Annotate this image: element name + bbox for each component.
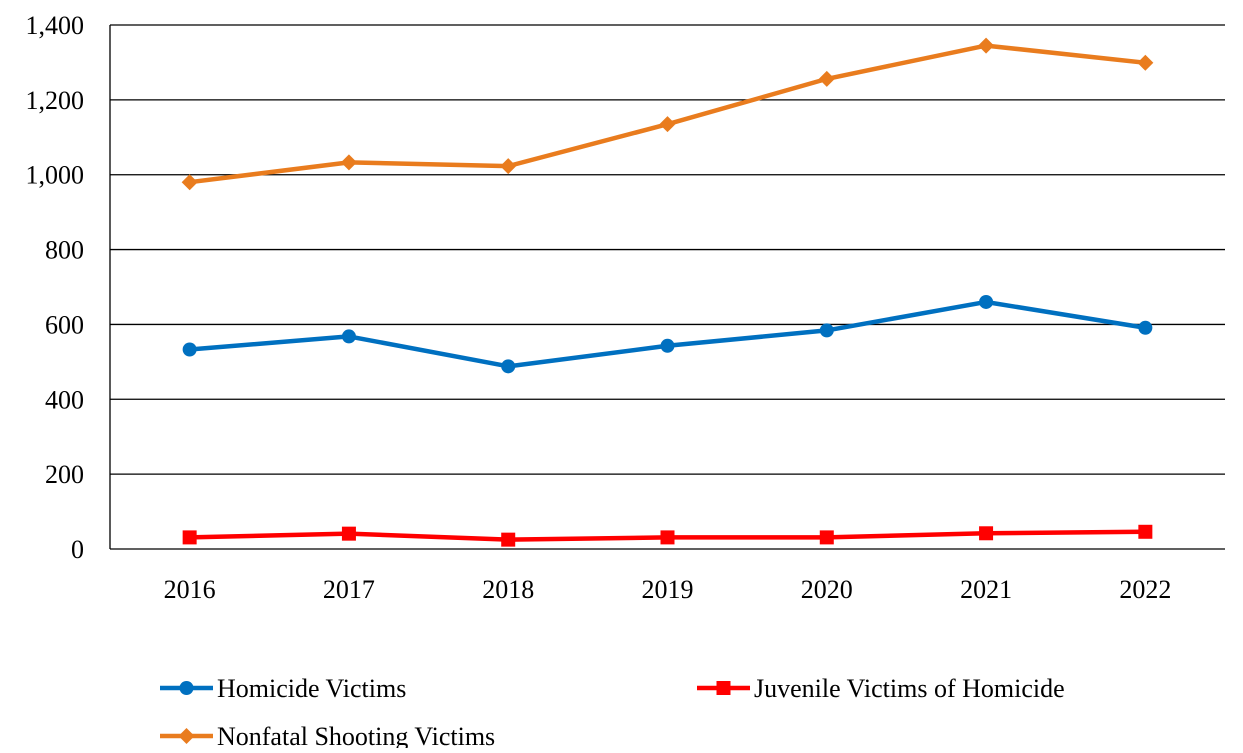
x-tick-label: 2016 [164, 575, 216, 604]
y-tick-labels: 0 200 400 600 800 1,000 1,200 1,400 [26, 11, 85, 564]
data-point [501, 532, 516, 547]
x-tick-label: 2022 [1119, 575, 1171, 604]
legend-label: Nonfatal Shooting Victims [217, 722, 495, 748]
x-tick-label: 2021 [960, 575, 1012, 604]
y-tick-label: 800 [45, 236, 84, 265]
legend-marker [178, 728, 195, 744]
y-tick-label: 1,400 [26, 11, 85, 40]
y-tick-label: 1,000 [26, 161, 85, 190]
y-tick-label: 400 [45, 385, 84, 414]
legend-item: Juvenile Victims of Homicide [697, 674, 1065, 703]
data-point [500, 158, 517, 175]
data-point [660, 530, 675, 545]
data-point [1138, 320, 1153, 335]
data-point [660, 338, 675, 353]
y-tick-label: 200 [45, 460, 84, 489]
data-point [341, 526, 356, 541]
data-point [978, 37, 995, 54]
y-tick-label: 600 [45, 310, 84, 339]
legend-marker [179, 681, 194, 695]
series-nonfatal-shooting-victims [181, 37, 1154, 191]
data-point [819, 530, 834, 545]
series-lines [181, 37, 1154, 547]
data-point [182, 342, 197, 357]
data-point [979, 526, 994, 541]
data-point [1137, 54, 1154, 71]
series-line-homicide-victims [187, 299, 1148, 369]
legend-item: Nonfatal Shooting Victims [160, 722, 495, 751]
x-tick-labels: 2016 2017 2018 2019 2020 2021 2022 [164, 575, 1172, 604]
gridlines [110, 24, 1225, 475]
data-point [182, 530, 197, 545]
x-tick-label: 2019 [642, 575, 694, 604]
data-point [819, 323, 834, 338]
legend: Homicide Victims Juvenile Victims of Homi… [160, 674, 1065, 751]
legend-label: Juvenile Victims of Homicide [754, 674, 1065, 703]
x-tick-label: 2018 [482, 575, 534, 604]
data-point [501, 359, 516, 374]
series-juvenile-victims-of-homicide [182, 524, 1153, 547]
data-point [1138, 524, 1153, 539]
x-tick-label: 2017 [323, 575, 375, 604]
legend-label: Homicide Victims [217, 674, 406, 703]
data-point [659, 116, 676, 133]
data-point [340, 154, 357, 171]
series-homicide-victims [182, 294, 1153, 374]
x-tick-label: 2020 [801, 575, 853, 604]
data-point [979, 294, 994, 309]
series-line-nonfatal-shooting-victims [187, 43, 1148, 185]
legend-item: Homicide Victims [160, 674, 406, 703]
y-tick-label: 1,200 [26, 86, 85, 115]
axes [109, 25, 1225, 550]
legend-marker [716, 681, 731, 695]
y-tick-label: 0 [71, 535, 84, 564]
data-point [818, 70, 835, 87]
data-point [181, 174, 198, 191]
data-point [341, 329, 356, 344]
